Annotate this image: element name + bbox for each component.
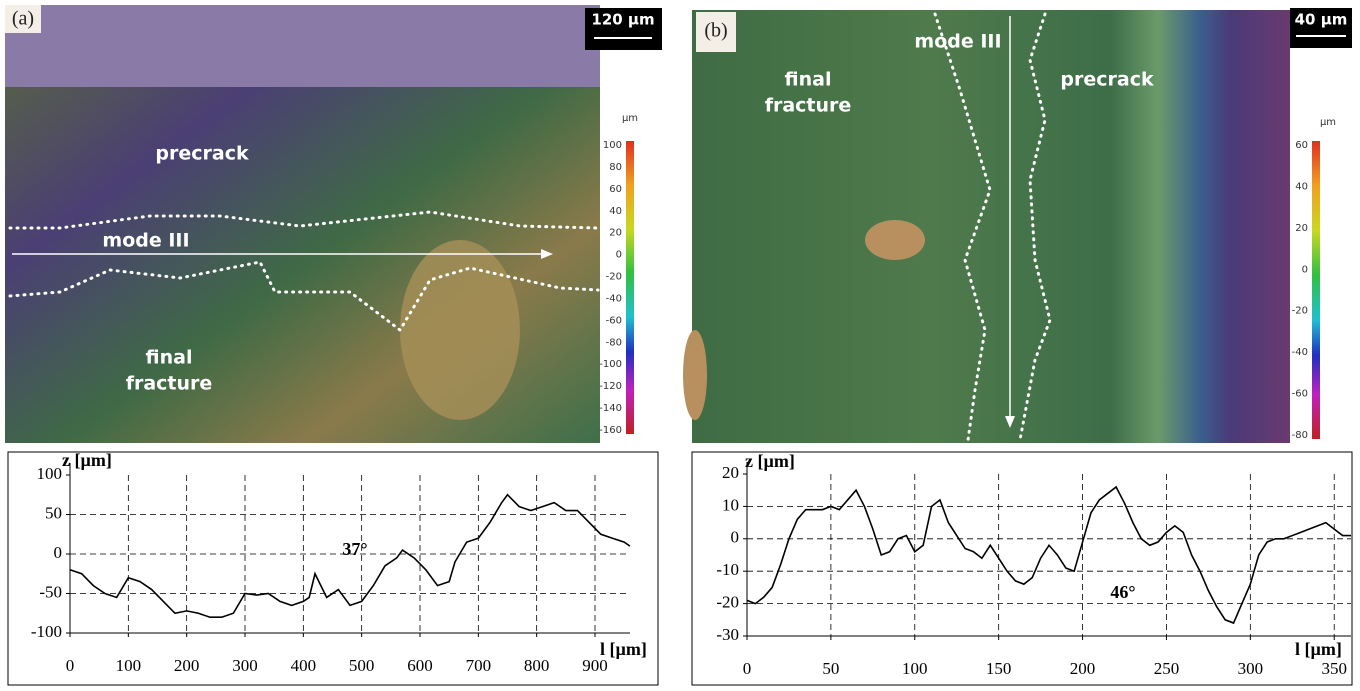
x-tick-label: 800 [524,656,550,675]
colorbar-tick: -120 [599,381,622,392]
y-tick-label: -20 [716,593,739,612]
x-tick-label: 100 [902,659,928,678]
x-tick-label: 200 [1070,659,1096,678]
image-label: final [146,347,193,369]
colorbar-tick: -20 [1292,306,1308,317]
colorbar-tick: 100 [603,140,622,151]
colorbar [626,141,634,434]
x-tick-label: 350 [1321,659,1347,678]
image-label: fracture [126,373,213,395]
y-tick-label: 20 [722,463,739,482]
colorbar-tick: 60 [609,184,622,195]
colorbar-tick: 20 [1295,223,1308,234]
y-tick-label: 10 [722,495,739,514]
image-label: mode III [914,31,1001,53]
colorbar-tick: 20 [609,228,622,239]
x-tick-label: 500 [349,656,375,675]
image-label: precrack [155,143,249,165]
scale-bar-label: 40 µm [1295,11,1348,29]
colorbar-tick: 0 [616,250,622,261]
data-line [746,485,1351,625]
y-tick-label: -30 [716,625,739,644]
colorbar-tick: -160 [599,425,622,436]
y-tick-label: -100 [31,622,62,641]
x-tick-label: 300 [1238,659,1264,678]
colorbar-tick: 0 [1302,264,1308,275]
image-label: fracture [765,95,852,117]
y-tick-label: -10 [716,560,739,579]
x-tick-label: 50 [822,659,839,678]
scale-bar-label: 120 µm [591,11,654,29]
colorbar-tick: -60 [1292,389,1308,400]
x-tick-label: 100 [116,656,142,675]
colorbar-tick: 60 [1295,140,1308,151]
colorbar-tick: 40 [1295,181,1308,192]
colorbar-unit: µm [622,113,638,124]
x-tick-label: 200 [174,656,200,675]
y-tick-label: 100 [37,464,63,483]
colorbar-tick: -80 [1292,430,1308,441]
panel-label: (b) [704,20,727,42]
colorbar-tick: -100 [599,359,622,370]
x-tick-label: 150 [986,659,1012,678]
y-axis-label: z [µm] [62,450,112,470]
x-tick-label: 0 [743,659,752,678]
x-axis-label: l [µm] [600,639,647,659]
x-tick-label: 300 [232,656,258,675]
x-axis-label: l [µm] [1295,639,1342,659]
x-tick-label: 700 [466,656,492,675]
image-label: final [785,69,832,91]
colorbar-unit: µm [1320,117,1336,128]
annotation: 37° [342,539,367,559]
image-label: precrack [1060,69,1154,91]
micrograph-a: (a) 120 µm precrack mode III final fract… [5,5,662,443]
annotation: 46° [1110,582,1135,602]
x-tick-label: 250 [1154,659,1180,678]
colorbar [1312,141,1320,439]
x-tick-label: 900 [582,656,608,675]
data-line [69,493,631,618]
x-tick-label: 400 [291,656,317,675]
panel-label: (a) [12,8,34,30]
x-tick-label: 600 [407,656,433,675]
colorbar-tick: -20 [606,272,622,283]
colorbar-tick: -60 [606,315,622,326]
image-label: mode III [102,230,189,252]
colorbar-tick: -40 [606,293,622,304]
y-tick-label: 50 [45,503,62,522]
y-axis-label: z [µm] [745,451,795,471]
x-tick-label: 0 [66,656,75,675]
colorbar-tick: -140 [599,403,622,414]
micrograph-b: (b) 40 µm final fracture mode III precra… [683,8,1352,443]
colorbar-tick: -80 [606,337,622,348]
colorbar-tick: 80 [609,162,622,173]
y-tick-label: 0 [731,528,740,547]
colorbar-tick: -40 [1292,347,1308,358]
y-tick-label: -50 [39,582,62,601]
colorbar-tick: 40 [609,206,622,217]
y-tick-label: 0 [54,543,63,562]
